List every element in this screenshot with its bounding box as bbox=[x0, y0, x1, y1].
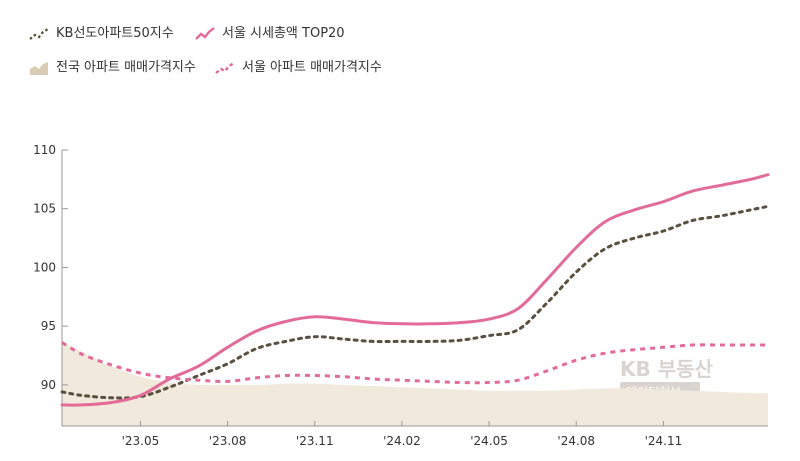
series-area-national-apt-index bbox=[62, 341, 768, 426]
legend-item-seoul-apt-index[interactable]: 서울 아파트 매매가격지수 bbox=[214, 60, 382, 76]
y-tick-label: 95 bbox=[41, 319, 56, 333]
y-tick-label: 100 bbox=[33, 260, 56, 274]
y-tick-label: 90 bbox=[41, 378, 56, 392]
lines-layer bbox=[60, 173, 770, 407]
legend-item-kb-leading-50[interactable]: KB선도아파트50지수 bbox=[28, 26, 174, 42]
x-tick-label: '24.11 bbox=[645, 434, 683, 448]
solid-line-icon bbox=[195, 27, 215, 40]
x-tick-label: '24.05 bbox=[470, 434, 508, 448]
series-line-kb-leading-50 bbox=[60, 204, 770, 400]
watermark-brand: KB 부동산 bbox=[620, 357, 714, 381]
x-axis-ticks: '23.05 '23.08 '23.11 '24.02 '24.05 '24.08 '24.… bbox=[122, 421, 683, 448]
x-tick-label: '23.05 bbox=[122, 434, 160, 448]
x-tick-label: '24.08 bbox=[557, 434, 595, 448]
x-tick-label: '23.11 bbox=[296, 434, 334, 448]
legend-item-seoul-top20[interactable]: 서울 시세총액 TOP20 bbox=[194, 26, 345, 42]
series-line-seoul-apt-index bbox=[61, 341, 768, 385]
area-icon bbox=[30, 62, 48, 75]
series-line-seoul-top20 bbox=[60, 173, 770, 407]
x-tick-label: '24.02 bbox=[383, 434, 421, 448]
x-tick-label: '23.08 bbox=[209, 434, 247, 448]
dashed-line-icon bbox=[215, 61, 235, 74]
legend-label: KB선도아파트50지수 bbox=[56, 26, 174, 41]
y-tick-label: 105 bbox=[33, 202, 56, 216]
dotted-line-icon bbox=[29, 27, 49, 40]
legend-label: 서울 아파트 매매가격지수 bbox=[242, 60, 382, 75]
y-tick-label: 110 bbox=[33, 143, 56, 157]
y-axis-ticks: 90 95 100 105 110 bbox=[33, 143, 68, 392]
legend-label: 서울 시세총액 TOP20 bbox=[222, 26, 345, 41]
legend-label: 전국 아파트 매매가격지수 bbox=[56, 60, 196, 75]
area-layer bbox=[62, 341, 768, 426]
legend-item-national-apt-index[interactable]: 전국 아파트 매매가격지수 bbox=[28, 60, 196, 76]
axes bbox=[61, 150, 768, 427]
